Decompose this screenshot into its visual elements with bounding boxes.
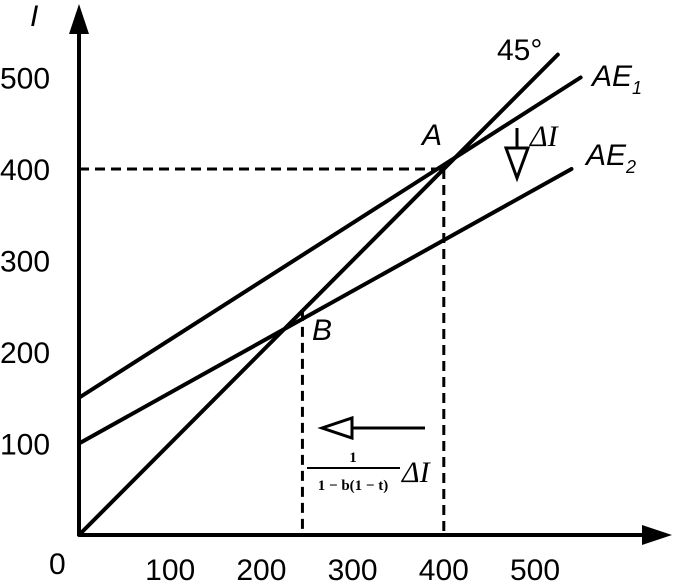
shift-down-arrow-icon [503,146,531,183]
multiplier-numerator: 1 [349,450,357,466]
series-label-ae1: AE1 [590,60,642,98]
y-tick-500: 500 [0,63,50,96]
line-ae1 [77,75,583,400]
x-tick-labels: 100 200 300 400 500 [145,554,560,586]
guide-lines [79,167,446,535]
line-45-degree [77,52,560,537]
y-tick-300: 300 [0,246,50,279]
series-label-ae2: AE2 [584,139,636,177]
x-tick-100: 100 [145,554,195,586]
y-tick-400: 400 [0,154,50,187]
series-label-45: 45° [497,34,542,67]
series-label-ae2-sub: 2 [625,157,636,177]
line-ae2 [77,167,574,446]
y-axis-label: I [30,0,38,33]
multiplier-left-arrow-icon [317,415,354,441]
multiplier-suffix: ΔI [401,456,432,489]
point-label-b: B [312,314,332,347]
origin-label: 0 [49,548,66,581]
y-tick-200: 200 [0,337,50,370]
series-label-ae1-sub: 1 [632,78,642,98]
x-tick-400: 400 [419,554,469,586]
x-tick-200: 200 [236,554,286,586]
point-label-a: A [420,119,442,152]
y-tick-labels: 100 200 300 400 500 [0,63,50,462]
shift-label: ΔI [529,120,560,153]
series-lines [77,52,583,537]
x-axis-arrow-icon [642,525,672,545]
x-tick-300: 300 [328,554,378,586]
x-tick-500: 500 [510,554,560,586]
multiplier-denominator: 1 − b(1 − t) [318,478,388,494]
y-axis-arrow-icon [69,4,89,34]
y-tick-100: 100 [0,429,50,462]
